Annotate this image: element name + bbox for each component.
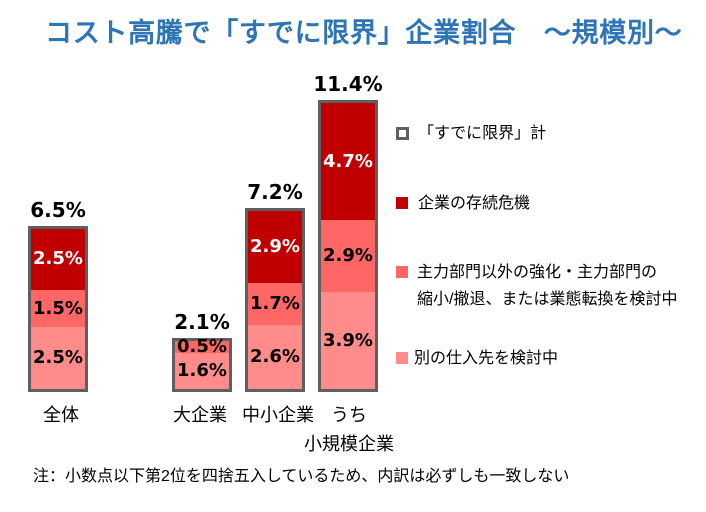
segment-survival-crisis: 2.9% [248,210,302,283]
legend-label-other-supplier: 別の仕入先を検討中 [414,350,559,367]
stacked-bar: 2.9% 1.7% 2.6% [245,207,305,392]
total-label: 11.4% [313,72,383,97]
stacked-bar: 0.5% 1.6% [172,336,232,392]
legend-label-restructuring-line1: 主力部門以外の強化・主力部門の [417,264,658,281]
chart-title: コスト高騰で「すでに限界」企業割合 ～規模別～ [45,18,683,48]
stacked-bar: 2.5% 1.5% 2.5% [28,225,88,392]
legend-swatch-survival-crisis-icon [396,197,408,209]
bar-group-small: 11.4% 4.7% 2.9% 3.9% [313,72,383,392]
segment-value-label: 2.9% [323,245,373,267]
bar-group-sme: 7.2% 2.9% 1.7% 2.6% [245,180,305,392]
segment-value-label: 2.5% [33,347,83,369]
bar-group-large: 2.1% 0.5% 1.6% [172,310,232,392]
legend-label-survival-crisis: 企業の存続危機 [418,195,531,212]
segment-value-label: 4.7% [323,150,373,172]
category-label-sme: 中小企業 [242,405,314,425]
segment-other-supplier: 2.5% [31,327,85,389]
segment-other-supplier: 3.9% [321,292,375,389]
segment-restructuring: 2.9% [321,219,375,293]
category-label-large: 大企業 [173,405,227,425]
total-label: 6.5% [30,197,86,222]
legend-label-total: 「すでに限界」計 [418,125,547,142]
segment-value-label: 2.9% [250,235,300,257]
total-label: 7.2% [247,179,303,204]
segment-value-label: 1.5% [33,297,83,319]
legend-label-restructuring-line2: 縮小/撤退、または業態転換を検討中 [417,291,678,308]
segment-restructuring: 0.5% [175,336,229,356]
segment-value-label: 0.5% [177,335,227,357]
segment-survival-crisis: 2.5% [31,228,85,291]
segment-value-label: 1.6% [177,359,227,381]
segment-value-label: 1.7% [250,292,300,314]
segment-value-label: 2.5% [33,248,83,270]
category-label-all: 全体 [43,405,79,425]
legend-swatch-total-icon [396,127,409,140]
legend-swatch-restructuring-icon [396,266,408,278]
segment-survival-crisis: 4.7% [321,103,375,220]
segment-other-supplier: 1.6% [175,352,229,389]
segment-value-label: 2.6% [250,345,300,367]
segment-value-label: 3.9% [323,329,373,351]
category-label-small: うち 小規模企業 [304,405,394,454]
segment-restructuring: 1.5% [31,290,85,328]
segment-other-supplier: 2.6% [248,324,302,390]
footnote: 注：小数点以下第2位を四捨五入しているため、内訳は必ずしも一致しない [33,468,570,485]
total-label: 2.1% [174,310,230,335]
bar-group-all: 6.5% 2.5% 1.5% 2.5% [28,198,88,392]
legend-swatch-other-supplier-icon [396,352,408,364]
segment-restructuring: 1.7% [248,282,302,325]
stacked-bar: 4.7% 2.9% 3.9% [318,100,378,392]
